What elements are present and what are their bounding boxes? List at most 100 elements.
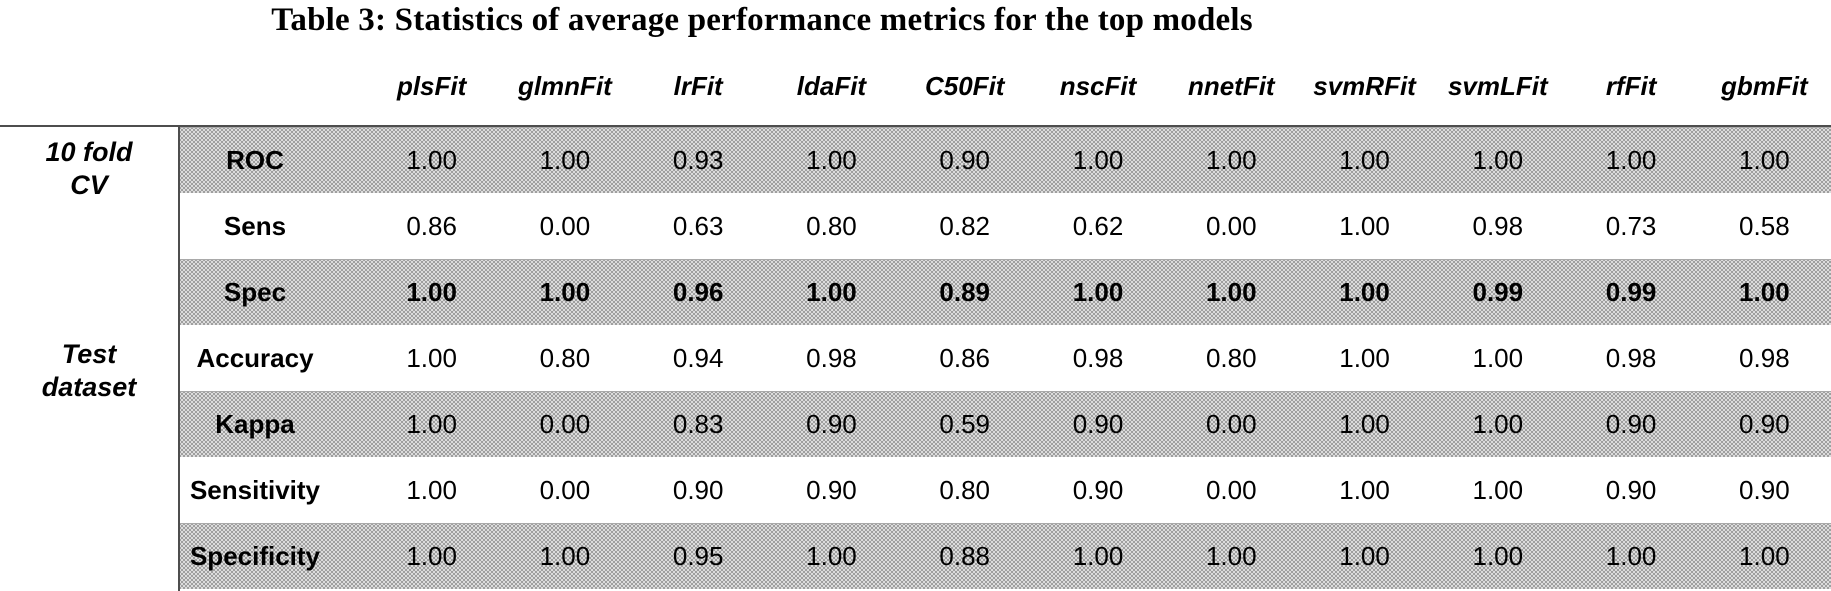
metric-label: Specificity <box>189 541 321 571</box>
value-cell: 0.90 <box>1739 409 1790 439</box>
metric-label: Accuracy <box>196 342 314 373</box>
value-cell: 0.99 <box>1605 277 1657 307</box>
value-cell: 1.00 <box>806 541 857 571</box>
value-cell: 1.00 <box>1472 409 1524 439</box>
value-cell: 0.99 <box>1472 277 1524 307</box>
value-cell: 0.62 <box>1072 210 1124 241</box>
value-cell: 0.98 <box>806 342 857 373</box>
column-header-plsfit: plsFit <box>396 70 467 101</box>
value-cell: 0.88 <box>939 541 991 571</box>
value-cell: 1.00 <box>1339 541 1390 571</box>
value-cell: 0.90 <box>806 474 857 505</box>
column-header-nscfit: nscFit <box>1059 70 1137 101</box>
table-row-sensitivity: Sensitivity 1.00 0.00 0.90 0.90 0.80 0.90 0.00 1… <box>180 457 1831 523</box>
column-header-svmlfit: svmLFit <box>1447 70 1548 101</box>
value-cell: 1.00 <box>1072 541 1124 571</box>
row-group-label-test-dataset: Test dataset <box>0 338 178 404</box>
value-cell: 1.00 <box>1072 277 1124 307</box>
value-cell: 1.00 <box>406 342 457 373</box>
value-cell: 1.00 <box>1339 210 1390 241</box>
table-row-sens: Sens 0.86 0.00 0.63 0.80 0.82 0.62 0.00 1.00 0.98… <box>180 193 1831 259</box>
group-label-line: dataset <box>41 372 137 402</box>
value-cell: 1.00 <box>406 409 457 439</box>
value-cell: 0.83 <box>672 409 724 439</box>
value-cell: 1.00 <box>1205 145 1257 175</box>
value-cell: 0.90 <box>1072 409 1124 439</box>
value-cell: 1.00 <box>1605 541 1657 571</box>
value-cell: 0.94 <box>672 342 724 373</box>
value-cell: 0.95 <box>672 541 724 571</box>
value-cell: 0.00 <box>1205 409 1257 439</box>
value-cell: 0.90 <box>806 409 857 439</box>
value-cell: 0.63 <box>672 210 724 241</box>
value-cell: 1.00 <box>1205 277 1257 307</box>
table-row-kappa: Kappa 1.00 0.00 0.83 0.90 0.59 0.90 0.00 1.00 1.0… <box>180 391 1831 457</box>
metric-label: Spec <box>223 277 287 307</box>
column-header-svmrfit: svmRFit <box>1313 70 1416 101</box>
value-cell: 1.00 <box>1739 145 1790 175</box>
value-cell: 1.00 <box>1339 474 1390 505</box>
value-cell: 1.00 <box>1739 277 1790 307</box>
metric-label: Kappa <box>215 409 295 439</box>
value-cell: 1.00 <box>406 541 457 571</box>
column-header-glmnfit: glmnFit <box>517 70 612 101</box>
column-header-c50fit: C50Fit <box>924 70 1005 101</box>
value-cell: 1.00 <box>406 145 457 175</box>
value-cell: 1.00 <box>806 277 857 307</box>
value-cell: 0.90 <box>672 474 724 505</box>
value-cell: 0.80 <box>1205 342 1257 373</box>
value-cell: 0.98 <box>1072 342 1124 373</box>
row-group-label-10-fold-cv: 10 fold CV <box>0 136 178 202</box>
value-cell: 0.96 <box>672 277 724 307</box>
value-cell: 1.00 <box>1605 145 1657 175</box>
value-cell: 1.00 <box>1339 145 1390 175</box>
table-row-specificity: Specificity 1.00 1.00 0.95 1.00 0.88 1.00 1.00 1… <box>180 523 1831 589</box>
value-cell: 0.59 <box>939 409 991 439</box>
column-header-rffit: rfFit <box>1605 70 1657 101</box>
table-row-spec: Spec 1.00 1.00 0.96 1.00 0.89 1.00 1.00 1.00 0.99… <box>180 259 1831 325</box>
value-cell: 1.00 <box>539 541 591 571</box>
value-cell: 1.00 <box>1339 342 1390 373</box>
value-cell: 1.00 <box>806 145 857 175</box>
value-cell: 1.00 <box>539 145 591 175</box>
value-cell: 1.00 <box>1472 342 1524 373</box>
value-cell: 0.82 <box>939 210 991 241</box>
value-cell: 0.98 <box>1739 342 1790 373</box>
value-cell: 0.86 <box>406 210 457 241</box>
value-cell: 1.00 <box>1339 277 1390 307</box>
value-cell: 0.58 <box>1739 210 1790 241</box>
value-cell: 1.00 <box>1205 541 1257 571</box>
value-cell: 0.90 <box>1072 474 1124 505</box>
value-cell: 0.98 <box>1605 342 1657 373</box>
value-cell: 0.90 <box>1605 474 1657 505</box>
table-top-rule <box>0 125 1831 127</box>
column-header-lrfit: lrFit <box>673 70 723 101</box>
value-cell: 0.00 <box>1205 210 1257 241</box>
value-cell: 0.98 <box>1472 210 1524 241</box>
value-cell: 0.80 <box>539 342 591 373</box>
column-header-ldafit: ldaFit <box>796 70 867 101</box>
value-cell: 0.00 <box>539 210 591 241</box>
group-label-line: Test <box>61 339 117 369</box>
value-cell: 0.00 <box>539 409 591 439</box>
value-cell: 1.00 <box>406 277 457 307</box>
table-title: Table 3: Statistics of average performan… <box>271 2 1253 38</box>
column-header-nnetfit: nnetFit <box>1187 70 1275 101</box>
model-header-row: plsFit glmnFit lrFit ldaFit C50Fit nscFit nnet… <box>180 64 1831 108</box>
metric-label: Sensitivity <box>189 474 321 505</box>
value-cell: 0.80 <box>939 474 991 505</box>
metric-label: Sens <box>223 210 287 241</box>
value-cell: 1.00 <box>539 277 591 307</box>
value-cell: 1.00 <box>1339 409 1390 439</box>
value-cell: 1.00 <box>1472 474 1524 505</box>
table-row-accuracy: Accuracy 1.00 0.80 0.94 0.98 0.86 0.98 0.80 1.00… <box>180 325 1831 391</box>
table-row-roc: ROC 1.00 1.00 0.93 1.00 0.90 1.00 1.00 1.00 1.00 1… <box>180 127 1831 193</box>
value-cell: 0.93 <box>672 145 724 175</box>
value-cell: 1.00 <box>1072 145 1124 175</box>
group-label-line: 10 fold <box>45 137 133 167</box>
group-label-line: CV <box>70 170 108 200</box>
value-cell: 0.00 <box>1205 474 1257 505</box>
column-header-gbmfit: gbmFit <box>1721 70 1808 101</box>
value-cell: 1.00 <box>1472 145 1524 175</box>
